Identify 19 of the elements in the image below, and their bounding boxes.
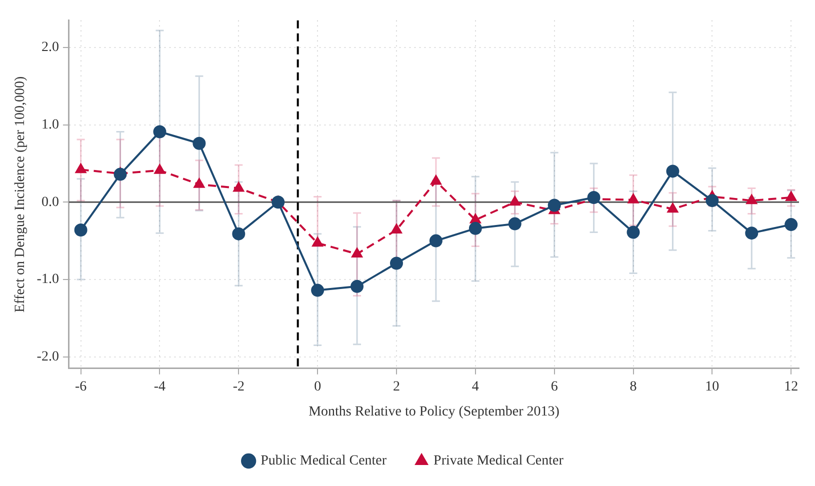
legend-label: Public Medical Center <box>260 454 387 469</box>
x-tick-label: -2 <box>232 379 244 394</box>
legend-label: Private Medical Center <box>434 454 564 469</box>
x-tick-label: 10 <box>705 379 720 394</box>
y-tick-label: 0.0 <box>41 194 59 210</box>
y-tick-label: 2.0 <box>41 40 59 56</box>
y-tick-label: -1.0 <box>36 272 59 288</box>
x-tick-label: 4 <box>472 379 479 394</box>
x-tick-label: 6 <box>550 379 558 394</box>
x-tick-label: -4 <box>154 379 166 394</box>
x-tick-label: 8 <box>630 379 637 394</box>
x-tick-label: 0 <box>314 379 322 394</box>
x-tick-label: -6 <box>74 379 87 394</box>
y-tick-label: 1.0 <box>41 117 59 132</box>
x-tick-label: 12 <box>784 379 798 394</box>
y-axis-title: Effect on Dengue Incidence (per 100,000) <box>13 76 28 312</box>
x-axis-title: Months Relative to Policy (September 2013) <box>308 404 560 420</box>
x-tick-label: 2 <box>392 379 400 394</box>
y-tick-label: -2.0 <box>36 349 59 364</box>
